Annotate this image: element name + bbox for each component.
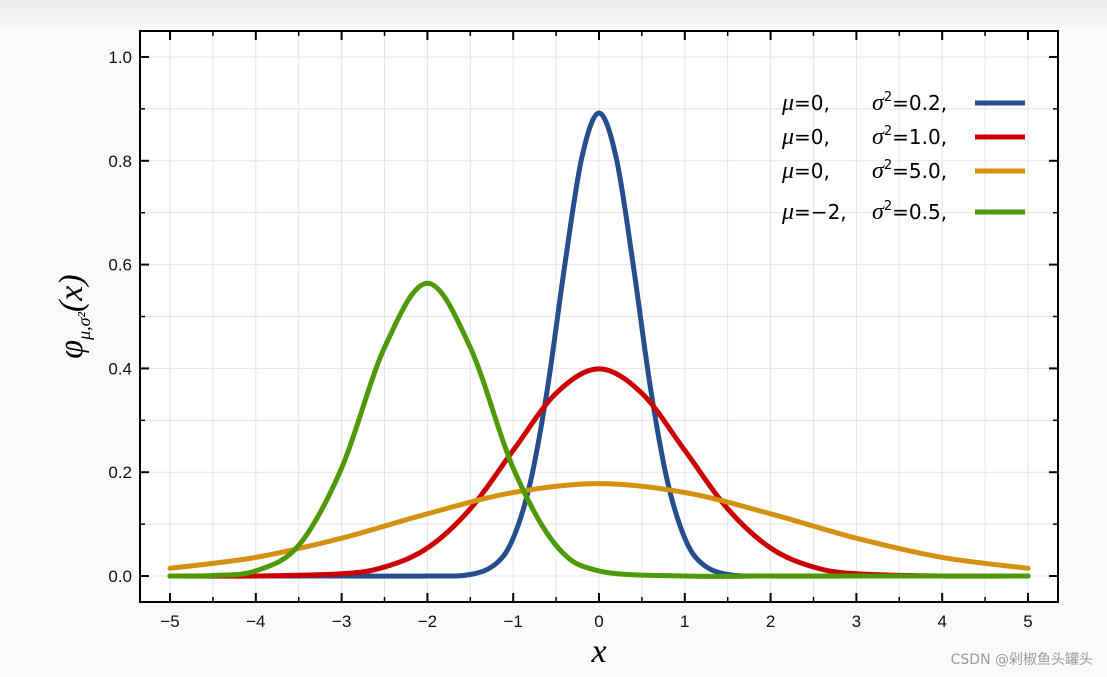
legend-entry-2: μ=0, σ2=5.0, (781, 158, 1025, 184)
x-tick-label: −5 (160, 612, 179, 631)
legend-mu-label: μ=0, (781, 124, 830, 150)
x-tick-label: −1 (504, 612, 523, 631)
legend-mu-label: μ=0, (781, 158, 830, 184)
x-tick-label: −2 (418, 612, 437, 631)
y-tick-label: 0.0 (108, 567, 132, 586)
axis-ticks: −5 −4 −3 −2 −1 0 1 2 3 4 5 0.0 0.2 0.4 0.6 0.8 1.0 (108, 31, 1058, 631)
top-shadow-bar (0, 0, 1107, 26)
legend-mu-label: μ=−2, (781, 199, 847, 225)
legend-entry-3: μ=−2, σ2=0.5, (781, 199, 1025, 225)
x-tick-label: 3 (852, 612, 861, 631)
legend: μ=0, σ2=0.2, μ=0, σ2=1.0, μ=0, σ2=5.0, μ=−2, σ2… (781, 90, 1025, 225)
legend-entry-0: μ=0, σ2=0.2, (781, 90, 1025, 116)
x-tick-label: 1 (680, 612, 689, 631)
legend-mu-label: μ=0, (781, 90, 830, 116)
legend-entry-1: μ=0, σ2=1.0, (781, 124, 1025, 150)
y-tick-label: 0.2 (108, 463, 132, 482)
x-tick-label: 4 (937, 612, 946, 631)
y-axis-title: φμ,σ²(x) (53, 274, 94, 358)
legend-sigma-label: σ2=0.5, (872, 199, 947, 225)
y-tick-label: 0.4 (108, 359, 132, 378)
curve-series-1 (167, 366, 1031, 579)
y-tick-label: 0.6 (108, 256, 132, 275)
legend-sigma-label: σ2=0.2, (872, 90, 947, 116)
x-axis-title: x (590, 633, 606, 670)
legend-sigma-label: σ2=1.0, (872, 124, 947, 150)
x-tick-label: 0 (594, 612, 603, 631)
curve-series-3 (167, 280, 1031, 579)
y-tick-label: 1.0 (108, 48, 132, 67)
y-tick-label: 0.8 (108, 152, 132, 171)
curve-series-2 (167, 481, 1031, 571)
x-tick-label: −4 (246, 612, 265, 631)
csdn-watermark: CSDN @剁椒鱼头罐头 (950, 652, 1093, 668)
grid-lines (140, 31, 1058, 602)
legend-sigma-label: σ2=5.0, (872, 158, 947, 184)
x-tick-label: 5 (1023, 612, 1032, 631)
x-tick-label: 2 (766, 612, 775, 631)
curves (167, 110, 1031, 579)
x-tick-label: −3 (332, 612, 351, 631)
